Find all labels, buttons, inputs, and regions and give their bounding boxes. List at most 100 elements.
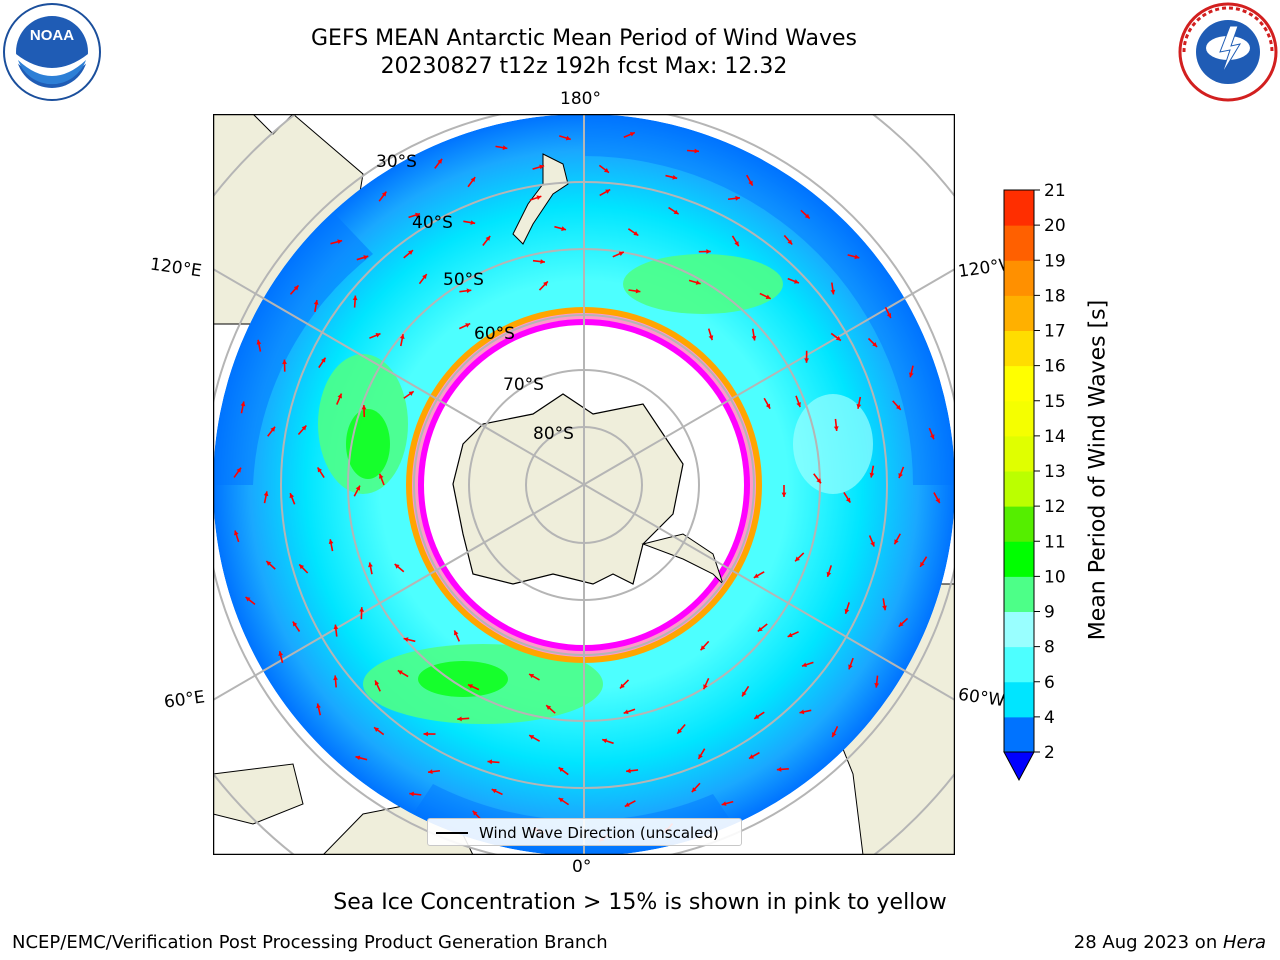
- wind-wave-arrowhead: [422, 274, 427, 280]
- wind-wave-arrowhead: [898, 621, 904, 627]
- wind-wave-arrowhead: [835, 336, 841, 341]
- lon-label-lower-left: 60°E: [162, 687, 207, 713]
- wind-wave-arrowhead: [536, 195, 542, 200]
- new-zealand: [512, 153, 569, 245]
- wind-wave-arrowhead: [333, 624, 339, 630]
- wind-wave-arrowhead: [804, 358, 809, 363]
- wind-wave-arrowhead: [706, 249, 711, 254]
- wind-wave-arrowhead: [793, 279, 799, 284]
- wind-wave-arrowhead: [748, 180, 753, 186]
- wind-wave-arrowhead: [605, 189, 611, 194]
- wind-wave-arrowhead: [529, 674, 535, 679]
- wind-wave-arrowhead: [292, 621, 298, 627]
- wind-wave-arrowhead: [263, 491, 269, 497]
- wind-wave-arrowhead: [816, 478, 821, 484]
- wind-wave-arrowhead: [317, 467, 323, 473]
- wind-wave-arrowhead: [278, 651, 284, 656]
- wind-wave-arrowhead: [403, 637, 409, 642]
- wind-wave-arrowhead: [313, 300, 319, 305]
- colorbar-tick-label: 10: [1044, 567, 1066, 587]
- wind-wave-arrowhead: [316, 703, 321, 709]
- nws-logo: [1178, 2, 1278, 102]
- wind-wave-arrowhead: [363, 255, 369, 260]
- africa-landmass: [213, 763, 304, 825]
- map-legend: Wind Wave Direction (unscaled): [427, 818, 742, 846]
- lat-label: 50°S: [443, 270, 484, 290]
- wind-wave-arrowhead: [721, 801, 727, 806]
- wind-wave-arrowhead: [321, 357, 326, 363]
- colorbar-segment: [1004, 330, 1034, 367]
- wind-wave-arrowhead: [856, 403, 862, 409]
- footer-credit: NCEP/EMC/Verification Post Processing Pr…: [12, 932, 608, 953]
- wind-wave-arrowhead: [698, 753, 703, 759]
- colorbar-tick-label: 16: [1044, 357, 1066, 377]
- wind-wave-arrowhead: [845, 497, 851, 503]
- colorbar-tick-label: 20: [1044, 216, 1066, 236]
- wind-wave-arrowhead: [374, 680, 380, 686]
- wind-wave-arrowhead: [787, 632, 793, 638]
- wind-wave-arrowhead: [874, 682, 880, 688]
- wind-wave-arrowhead: [355, 755, 361, 761]
- legend-line-swatch: [436, 832, 468, 834]
- wind-wave-arrowhead: [604, 168, 609, 173]
- footer-date: 28 Aug 2023 on Hera: [1074, 932, 1266, 953]
- wind-wave-arrowhead: [751, 335, 757, 341]
- colorbar-segment: [1004, 365, 1034, 402]
- wind-wave-arrowhead: [695, 280, 701, 285]
- wind-wave-arrowhead: [833, 426, 839, 431]
- colorbar-segment: [1004, 400, 1034, 437]
- wind-wave-arrowhead: [529, 735, 535, 740]
- wind-wave-arrowhead: [765, 294, 771, 299]
- wind-wave-arrowhead: [753, 573, 759, 578]
- colorbar-segment: [1004, 225, 1034, 261]
- wind-wave-arrowhead: [742, 691, 747, 697]
- wind-wave-arrowhead: [546, 705, 552, 710]
- wind-wave-arrowhead: [694, 148, 700, 154]
- wind-wave-arrowhead: [700, 645, 706, 651]
- wind-wave-arrowhead: [735, 195, 740, 201]
- colorbar-tick-label: 9: [1044, 603, 1055, 623]
- lon-label-top: 180°: [560, 89, 601, 109]
- wind-wave-arrowhead: [787, 239, 793, 245]
- wind-wave-arrowhead: [635, 288, 641, 294]
- wind-wave-arrowhead: [381, 191, 387, 197]
- wind-wave-arrowhead: [457, 716, 462, 722]
- wind-wave-arrowhead: [886, 312, 892, 318]
- wind-wave-arrowhead: [465, 323, 471, 328]
- colorbar-segment: [1004, 260, 1034, 296]
- legend-label: Wind Wave Direction (unscaled): [479, 824, 719, 842]
- wind-wave-arrowhead: [539, 164, 545, 170]
- colorbar-segment: [1004, 190, 1034, 226]
- wind-wave-arrowhead: [487, 759, 493, 765]
- colorbar-segment: [1004, 646, 1034, 683]
- wind-wave-arrowhead: [282, 359, 287, 365]
- wind-wave-arrowhead: [703, 684, 708, 690]
- wind-wave-arrowhead: [801, 662, 807, 668]
- colorbar-segment: [1004, 471, 1034, 507]
- wind-wave-arrowhead: [408, 250, 413, 255]
- wind-wave-arrowhead: [804, 213, 810, 219]
- wind-wave-arrowhead: [423, 731, 428, 737]
- noaa-logo: NOAA: [3, 3, 101, 101]
- wind-wave-arrowhead: [558, 767, 564, 772]
- wind-wave-arrowhead: [844, 608, 850, 614]
- wind-wave-arrowhead: [491, 788, 497, 794]
- lat-label: 40°S: [412, 213, 453, 233]
- lon-label-bottom: 0°: [572, 857, 592, 877]
- wind-wave-arrowhead: [293, 285, 299, 291]
- wind-wave-arrowhead: [466, 288, 472, 294]
- colorbar-tick-label: 19: [1044, 251, 1066, 271]
- colorbar-tick-label: 8: [1044, 638, 1055, 658]
- wind-wave-arrowhead: [629, 132, 635, 137]
- wind-wave-arrowhead: [355, 485, 360, 491]
- chart-title: GEFS MEAN Antarctic Mean Period of Wind …: [311, 26, 857, 51]
- wind-wave-arrowhead: [467, 684, 473, 689]
- wind-wave-arrowhead: [754, 714, 760, 719]
- caption: Sea Ice Concentration > 15% is shown in …: [333, 890, 947, 915]
- wind-wave-arrowhead: [399, 334, 405, 339]
- wind-wave-arrowhead: [894, 539, 899, 545]
- wind-wave-arrows: [233, 131, 941, 842]
- wind-wave-arrowhead: [677, 728, 683, 734]
- wind-wave-arrowhead: [337, 393, 342, 399]
- wind-wave-arrowhead: [624, 802, 630, 807]
